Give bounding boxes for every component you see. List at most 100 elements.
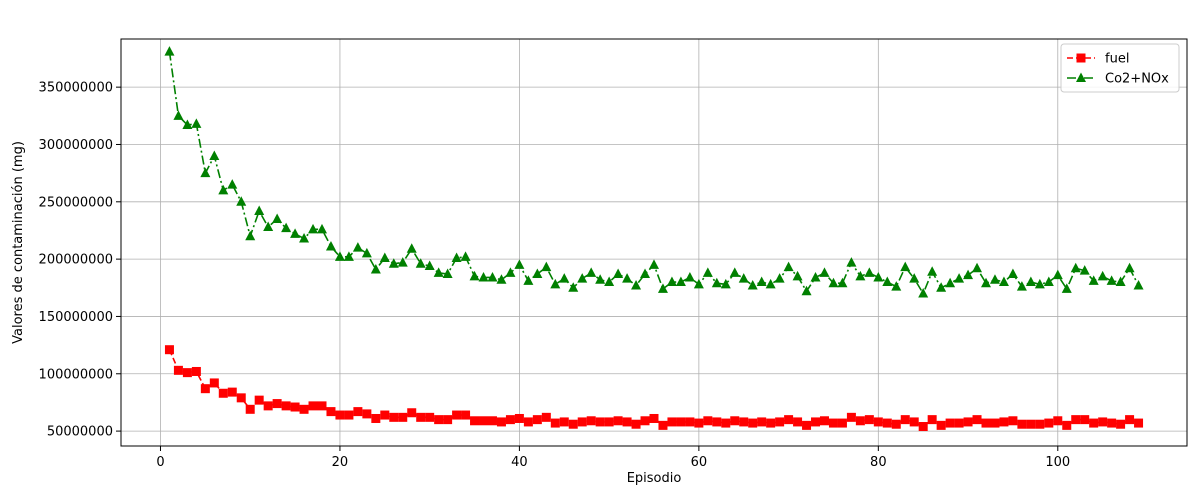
data-point <box>963 269 974 280</box>
data-point <box>496 417 506 427</box>
data-point <box>308 401 318 411</box>
data-point <box>586 416 596 426</box>
data-point <box>801 285 812 296</box>
data-point <box>1133 279 1144 290</box>
data-point <box>711 277 722 288</box>
data-point <box>245 230 256 241</box>
data-point <box>1097 270 1108 281</box>
grid-lines <box>121 39 1187 446</box>
data-point <box>1116 419 1126 429</box>
data-point <box>684 271 695 282</box>
data-point <box>622 417 632 427</box>
data-point <box>227 387 237 397</box>
data-point <box>882 276 893 287</box>
data-point <box>945 418 955 428</box>
data-point <box>424 260 435 271</box>
data-point <box>568 419 578 429</box>
data-point <box>775 417 785 427</box>
data-point <box>1079 265 1090 275</box>
data-point <box>541 261 552 272</box>
data-point <box>460 251 471 261</box>
data-point <box>927 415 937 425</box>
data-point <box>1124 262 1135 273</box>
data-point <box>604 417 614 427</box>
x-tick-label: 40 <box>511 455 528 470</box>
data-point <box>290 228 301 238</box>
data-point <box>1080 415 1090 425</box>
data-point <box>864 415 874 425</box>
legend-label: fuel <box>1105 52 1129 67</box>
data-point <box>1125 415 1135 425</box>
data-point <box>388 258 399 268</box>
data-point <box>344 410 354 420</box>
data-point <box>738 273 749 283</box>
data-point <box>756 276 767 287</box>
data-point <box>1115 276 1126 287</box>
data-point <box>479 416 489 426</box>
data-point <box>837 277 848 288</box>
data-point <box>272 213 283 223</box>
data-point <box>227 179 238 189</box>
data-point <box>658 420 668 430</box>
data-point <box>784 415 794 425</box>
data-point <box>442 268 453 279</box>
data-point <box>470 416 480 426</box>
data-point <box>720 278 731 289</box>
data-point <box>236 393 246 403</box>
data-point <box>693 278 704 289</box>
data-point <box>873 417 883 427</box>
y-tick-label: 50000000 <box>47 425 113 440</box>
data-point <box>1017 419 1027 429</box>
data-point <box>398 412 408 422</box>
data-point <box>945 277 956 288</box>
data-point <box>577 417 587 427</box>
data-point <box>209 378 219 388</box>
data-point <box>793 417 803 427</box>
data-point <box>1089 418 1099 428</box>
data-point <box>568 282 579 292</box>
data-point <box>891 281 902 291</box>
data-point <box>559 273 570 283</box>
data-point <box>407 408 417 418</box>
data-point <box>918 422 928 432</box>
data-point <box>406 243 417 253</box>
data-point <box>209 150 220 160</box>
legend-marker <box>1076 72 1086 82</box>
data-point <box>936 420 946 430</box>
data-point <box>389 412 399 422</box>
data-point <box>299 232 310 243</box>
legend-entry: Co2+NOx <box>1067 72 1169 87</box>
data-point <box>631 279 642 290</box>
data-point <box>918 288 929 298</box>
y-tick-label: 100000000 <box>39 367 113 382</box>
data-point <box>739 417 749 427</box>
data-point <box>900 261 911 272</box>
data-point <box>218 184 229 195</box>
data-point <box>1062 420 1072 430</box>
data-point <box>963 417 973 427</box>
data-point <box>461 410 471 420</box>
data-point <box>452 410 462 420</box>
data-point <box>998 276 1009 287</box>
data-point <box>532 415 542 425</box>
data-point <box>245 404 255 414</box>
data-point <box>972 415 982 425</box>
data-point <box>173 110 184 120</box>
data-point <box>505 267 516 277</box>
data-point <box>873 271 884 282</box>
legend-label: Co2+NOx <box>1105 72 1169 87</box>
data-point <box>451 252 462 262</box>
data-point <box>604 276 615 287</box>
data-point <box>334 251 345 261</box>
data-point <box>631 419 641 429</box>
data-point <box>370 263 381 274</box>
data-point <box>254 395 264 405</box>
data-point <box>326 407 336 417</box>
data-point <box>657 283 668 293</box>
series-layer <box>164 46 1144 432</box>
data-point <box>765 278 776 289</box>
data-point <box>1098 417 1108 427</box>
data-point <box>200 167 211 178</box>
y-axis-label: Valores de contaminación (mg) <box>11 141 26 344</box>
